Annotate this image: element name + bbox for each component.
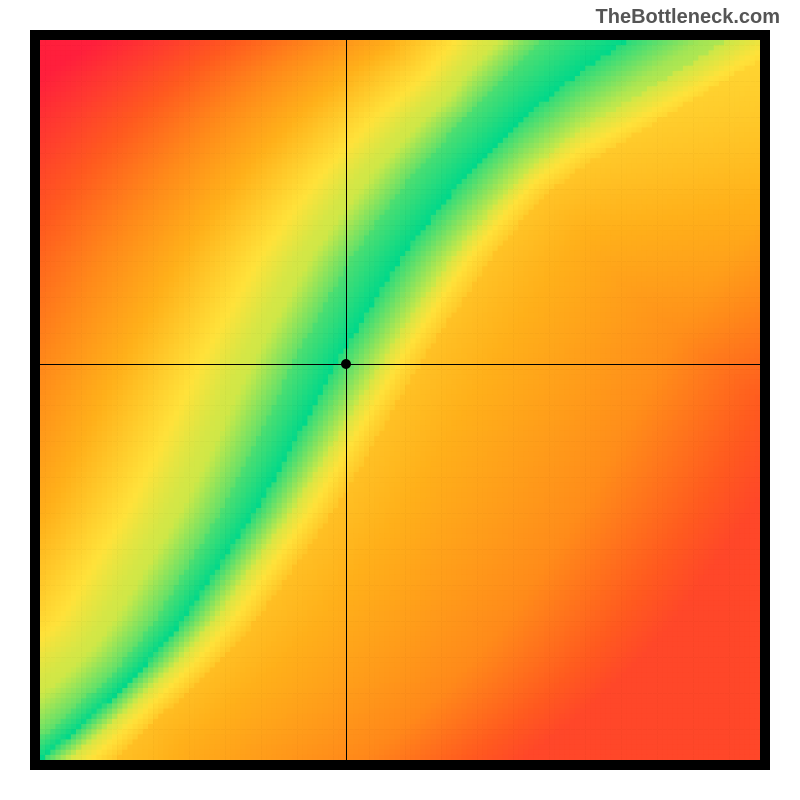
plot-area bbox=[40, 40, 760, 760]
chart-frame bbox=[30, 30, 770, 770]
crosshair-vertical bbox=[346, 40, 347, 760]
crosshair-marker bbox=[341, 359, 351, 369]
crosshair-horizontal bbox=[40, 364, 760, 365]
watermark-text: TheBottleneck.com bbox=[596, 6, 780, 29]
heatmap-canvas bbox=[40, 40, 760, 760]
